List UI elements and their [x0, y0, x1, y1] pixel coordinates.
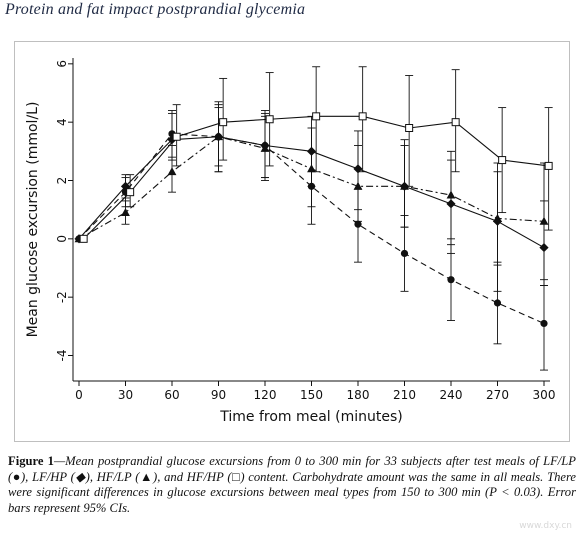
- data-point-circle: [493, 299, 502, 307]
- x-tick-label: 30: [118, 388, 133, 402]
- y-axis-label: Mean glucose excursion (mmol/L): [25, 102, 41, 338]
- data-point-square: [172, 132, 181, 141]
- data-point-triangle: [493, 213, 502, 222]
- watermark: www.dxy.cn: [519, 521, 572, 531]
- data-point-circle: [354, 220, 362, 228]
- x-tick-label: 180: [347, 388, 370, 402]
- data-point-square: [358, 112, 367, 121]
- y-tick-label: -4: [55, 350, 69, 362]
- data-point-square: [451, 118, 460, 127]
- data-point-square: [219, 118, 228, 127]
- data-point-triangle: [353, 181, 363, 190]
- x-tick-label: 210: [393, 388, 416, 402]
- x-tick-label: 300: [533, 388, 556, 402]
- y-tick-label: 6: [55, 60, 69, 68]
- data-point-triangle: [400, 181, 409, 190]
- figure-caption-label: Figure 1: [8, 454, 54, 468]
- data-point-triangle: [167, 167, 177, 176]
- x-tick-label: 120: [254, 388, 277, 402]
- data-point-square: [126, 188, 135, 197]
- data-point-square: [79, 234, 88, 243]
- data-point-square: [405, 124, 414, 132]
- figure-caption-text: —Mean postprandial glucose excursions fr…: [8, 454, 576, 515]
- data-point-diamond: [120, 181, 131, 191]
- series-triangle: [74, 107, 549, 286]
- page-title: Protein and fat impact postprandial glyc…: [5, 1, 306, 18]
- x-tick-label: 60: [164, 388, 179, 402]
- data-point-square: [312, 112, 321, 121]
- data-point-square: [544, 161, 553, 170]
- data-point-triangle: [214, 132, 223, 141]
- data-point-square: [265, 115, 274, 124]
- y-tick-label: 2: [55, 177, 69, 185]
- data-point-circle: [400, 249, 409, 258]
- data-point-square: [498, 156, 507, 165]
- data-point-triangle: [307, 164, 316, 173]
- series-layer: [74, 66, 553, 371]
- data-point-circle: [447, 276, 455, 284]
- x-tick-label: 270: [486, 388, 509, 402]
- x-tick-label: 240: [440, 388, 463, 402]
- data-point-triangle: [121, 207, 130, 216]
- data-point-triangle: [260, 143, 270, 152]
- chart-frame: -4 -2 0 2 4 6 0 30 60 90 120 150 180 210 240 270 300 Tim…: [14, 41, 570, 442]
- x-axis-label: Time from meal (minutes): [219, 409, 403, 425]
- x-tick-label: 150: [300, 388, 323, 402]
- y-tick-label: 4: [55, 118, 69, 126]
- figure-caption: Figure 1—Mean postprandial glucose excur…: [8, 454, 576, 516]
- data-point-circle: [540, 319, 548, 328]
- y-tick-label: -2: [55, 291, 69, 303]
- y-tick-label: 0: [55, 235, 69, 243]
- series-square: [79, 66, 553, 243]
- x-tick-label: 90: [211, 388, 226, 402]
- x-tick-label: 0: [75, 388, 83, 402]
- data-point-triangle: [539, 216, 549, 225]
- data-point-triangle: [446, 190, 456, 199]
- series-line-circle: [78, 133, 545, 324]
